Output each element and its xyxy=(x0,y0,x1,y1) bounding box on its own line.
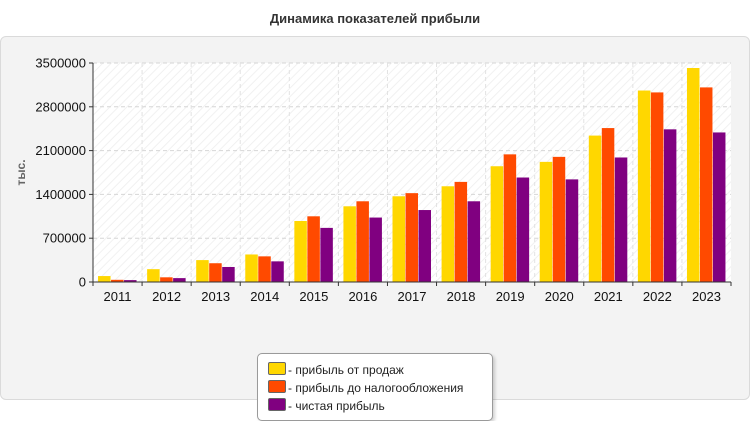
bar-sales-profit xyxy=(294,220,307,282)
bar-sales-profit xyxy=(637,90,651,282)
chart-title: Динамика показателей прибыли xyxy=(269,11,481,26)
bar-net-profit xyxy=(467,201,481,282)
bar-net-profit xyxy=(565,179,579,282)
x-tick-label: 2015 xyxy=(299,289,328,304)
legend-swatch-sales-profit xyxy=(268,362,286,375)
legend-item-pretax-profit: - прибыль до налогообложения xyxy=(268,380,463,396)
x-tick-label: 2014 xyxy=(250,289,279,304)
bar-sales-profit xyxy=(343,206,356,282)
bar-sales-profit xyxy=(490,166,504,282)
bar-sales-profit xyxy=(98,276,111,282)
x-tick-label: 2020 xyxy=(545,289,574,304)
bar-sales-profit xyxy=(392,196,405,282)
bar-net-profit xyxy=(173,278,186,282)
bar-net-profit xyxy=(369,217,382,282)
x-tick-label: 2023 xyxy=(692,289,721,304)
legend-label-net-profit: - чистая прибыль xyxy=(288,399,385,413)
y-tick-label: 2800000 xyxy=(35,99,86,114)
x-tick-label: 2019 xyxy=(496,289,525,304)
legend-label-pretax-profit: - прибыль до налогообложения xyxy=(288,381,464,395)
y-axis-title: тыс. xyxy=(14,159,28,185)
bar-net-profit xyxy=(320,227,333,282)
bar-pretax-profit xyxy=(307,216,320,282)
x-tick-label: 2018 xyxy=(447,289,476,304)
x-tick-label: 2012 xyxy=(152,289,181,304)
bar-net-profit xyxy=(418,210,431,282)
bar-net-profit xyxy=(614,157,628,282)
bar-chart: 0 700000 1400000 2100000 2800000 3500000 2011 2… xyxy=(14,56,732,304)
x-tick-label: 2017 xyxy=(398,289,427,304)
bar-sales-profit xyxy=(539,161,553,282)
x-tick-label: 2016 xyxy=(348,289,377,304)
bar-net-profit xyxy=(516,177,530,282)
bar-pretax-profit xyxy=(160,277,173,282)
bar-pretax-profit xyxy=(650,92,664,282)
y-tick-label: 1400000 xyxy=(35,187,86,202)
bar-pretax-profit xyxy=(209,263,222,282)
legend-item-sales-profit: - прибыль от продаж xyxy=(268,362,404,378)
bar-pretax-profit xyxy=(601,128,615,282)
bar-pretax-profit xyxy=(454,181,468,282)
bar-sales-profit xyxy=(196,260,209,282)
chart-panel: 0 700000 1400000 2100000 2800000 3500000 2011 2… xyxy=(0,36,750,421)
bar-sales-profit xyxy=(245,254,258,282)
x-tick-label: 2022 xyxy=(643,289,672,304)
bar-net-profit xyxy=(222,266,235,282)
bar-net-profit xyxy=(712,132,726,282)
y-tick-label: 0 xyxy=(79,275,86,290)
bar-pretax-profit xyxy=(503,154,517,282)
bar-sales-profit xyxy=(147,269,160,282)
bar-net-profit xyxy=(271,261,284,282)
bar-pretax-profit xyxy=(111,279,124,282)
bar-pretax-profit xyxy=(699,87,713,283)
x-tick-label: 2013 xyxy=(201,289,230,304)
bar-pretax-profit xyxy=(405,193,418,282)
x-tick-label: 2011 xyxy=(104,289,132,304)
y-tick-label: 3500000 xyxy=(35,56,86,71)
y-tick-label: 2100000 xyxy=(35,143,86,158)
y-tick-label: 700000 xyxy=(43,231,86,246)
bar-net-profit xyxy=(124,280,137,282)
chart-legend: - прибыль от продаж - прибыль до налогоо… xyxy=(257,353,493,421)
bar-pretax-profit xyxy=(356,201,369,282)
legend-label-sales-profit: - прибыль от продаж xyxy=(288,363,404,377)
bar-sales-profit xyxy=(686,68,700,282)
x-tick-label: 2021 xyxy=(594,289,623,304)
legend-swatch-pretax-profit xyxy=(268,380,286,393)
bar-pretax-profit xyxy=(552,156,566,282)
legend-item-net-profit: - чистая прибыль xyxy=(268,398,385,414)
bar-sales-profit xyxy=(441,186,455,282)
bar-pretax-profit xyxy=(258,256,271,282)
bar-net-profit xyxy=(663,129,677,282)
bar-sales-profit xyxy=(588,135,602,282)
